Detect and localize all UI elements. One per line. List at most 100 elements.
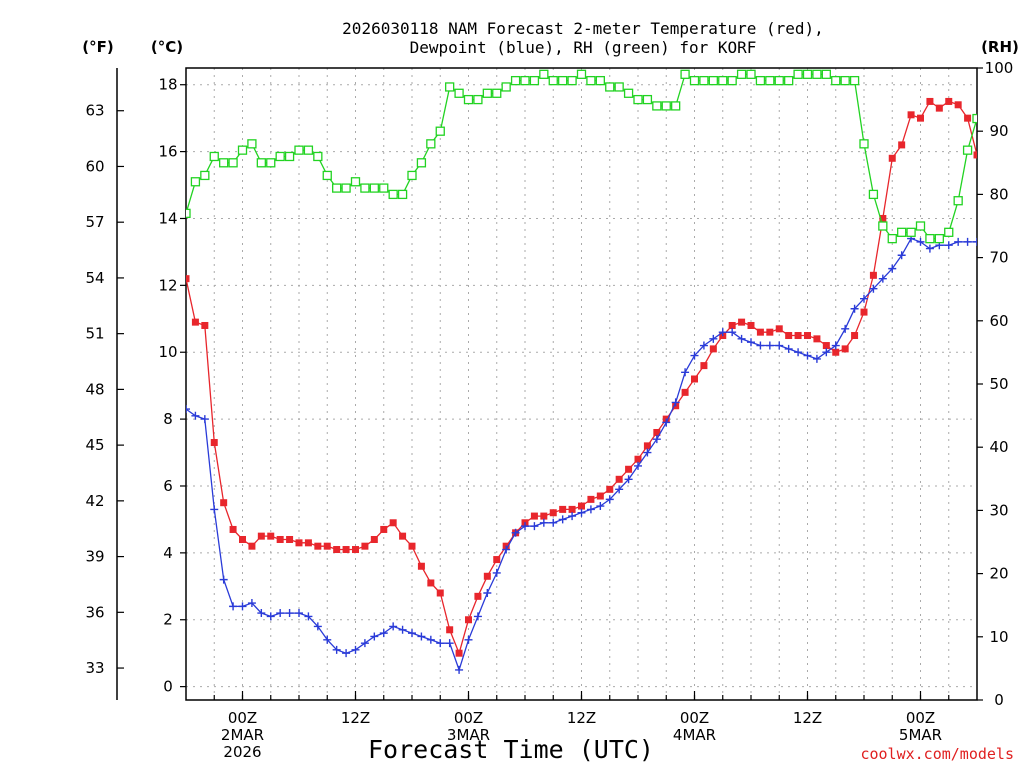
temperature-point — [578, 502, 585, 510]
time-tick-label: 5MAR — [899, 726, 942, 744]
celsius-axis-ticks: 0 2 4 6 8 10 12 14 16 18 — [158, 76, 186, 696]
dewpoint-point — [831, 341, 840, 350]
temperature-point — [653, 428, 661, 436]
rh-tick-label: 80 — [989, 185, 1008, 203]
rh-point — [972, 113, 977, 124]
temperature-point — [907, 111, 915, 119]
dewpoint-point — [210, 505, 219, 514]
dewpoint-point — [455, 665, 464, 674]
rh-point — [275, 151, 285, 162]
rh-point — [718, 75, 728, 86]
dewpoint-point — [822, 348, 831, 357]
temperature-point — [568, 505, 576, 513]
dewpoint-point — [860, 294, 868, 303]
dewpoint-point — [379, 629, 388, 638]
rh-point — [595, 75, 605, 86]
celsius-tick-label: 16 — [158, 143, 177, 161]
temperature-point — [389, 519, 397, 527]
dewpoint-point — [841, 324, 850, 333]
dewpoint-point — [285, 609, 294, 618]
rh-point — [623, 88, 634, 98]
temperature-point — [917, 114, 924, 122]
credit-text: coolwx.com/models — [860, 745, 1014, 763]
dewpoint-point — [624, 475, 633, 484]
rh-point — [322, 170, 332, 181]
fahrenheit-tick-label: 57 — [85, 213, 104, 231]
rh-point — [774, 75, 784, 86]
rh-point — [388, 189, 398, 200]
temperature-point — [634, 455, 642, 463]
grid-lines — [186, 68, 977, 700]
rh-tick-label: 30 — [989, 501, 1008, 519]
rh-tick-label: 90 — [989, 122, 1008, 140]
dewpoint-point — [605, 495, 614, 504]
dewpoint-point — [690, 351, 699, 360]
fahrenheit-tick-label: 36 — [85, 603, 104, 621]
celsius-tick-label: 0 — [163, 678, 173, 696]
dewpoint-point — [652, 435, 661, 444]
temperature-point — [709, 345, 717, 353]
dewpoint-point — [473, 612, 482, 621]
rh-point — [652, 101, 662, 111]
dewpoint-point — [925, 244, 934, 253]
rh-point — [190, 177, 201, 187]
fahrenheit-tick-label: 48 — [85, 380, 104, 398]
fahrenheit-tick-label: 45 — [85, 436, 104, 454]
rh-point — [812, 69, 822, 79]
temperature-point — [888, 154, 896, 162]
fahrenheit-tick-label: 60 — [85, 157, 104, 175]
dewpoint-point — [370, 632, 379, 641]
dewpoint-point — [342, 649, 351, 658]
chart-title-line-2: Dewpoint (blue), RH (green) for KORF — [410, 38, 757, 57]
dewpoint-point — [671, 398, 680, 407]
fahrenheit-tick-label: 63 — [85, 102, 104, 120]
temperature-point — [304, 539, 312, 547]
dewpoint-point — [586, 505, 595, 514]
rh-point — [671, 101, 681, 111]
fahrenheit-tick-label: 39 — [85, 548, 104, 566]
time-tick-label: 00Z — [906, 709, 935, 727]
temperature-point — [191, 318, 199, 326]
dewpoint-point — [897, 251, 906, 260]
time-tick-label: 00Z — [228, 709, 257, 727]
temperature-point — [841, 345, 849, 353]
dewpoint-point — [634, 461, 642, 470]
dewpoint-point — [238, 602, 247, 611]
rh-point — [529, 75, 540, 86]
rh-point — [802, 69, 813, 79]
temperature-point — [926, 97, 934, 105]
dewpoint-point — [502, 545, 511, 554]
rh-point — [586, 75, 596, 86]
rh-point — [840, 75, 850, 86]
temperature-point — [323, 542, 331, 550]
rh-point — [520, 75, 530, 86]
temperature-point — [286, 535, 294, 543]
dewpoint-point — [304, 612, 313, 621]
dewpoint-point — [426, 635, 435, 644]
rh-tick-label: 100 — [985, 59, 1014, 77]
rh-point — [369, 183, 379, 193]
dewpoint-point — [492, 568, 501, 577]
dewpoint-point — [200, 415, 209, 424]
rh-point — [228, 158, 238, 168]
rh-point — [379, 183, 389, 193]
rh-point — [868, 189, 879, 200]
rh-point — [831, 75, 841, 86]
rh-point — [567, 75, 577, 86]
dewpoint-point — [803, 351, 812, 360]
temperature-point — [210, 439, 218, 447]
rh-tick-label: 0 — [994, 691, 1004, 709]
rh-point — [736, 69, 747, 79]
celsius-tick-label: 18 — [158, 76, 177, 94]
rh-point — [237, 145, 248, 155]
dewpoint-point — [718, 328, 727, 337]
rh-point — [219, 158, 229, 168]
rh-point — [313, 151, 323, 162]
time-tick-label: 3MAR — [447, 726, 490, 744]
rh-tick-label: 10 — [989, 628, 1008, 646]
fahrenheit-axis-label: (°F) — [82, 38, 113, 56]
dewpoint-point — [398, 625, 407, 634]
rh-point — [200, 170, 210, 181]
rh-point — [473, 94, 483, 105]
rh-point — [708, 75, 718, 86]
